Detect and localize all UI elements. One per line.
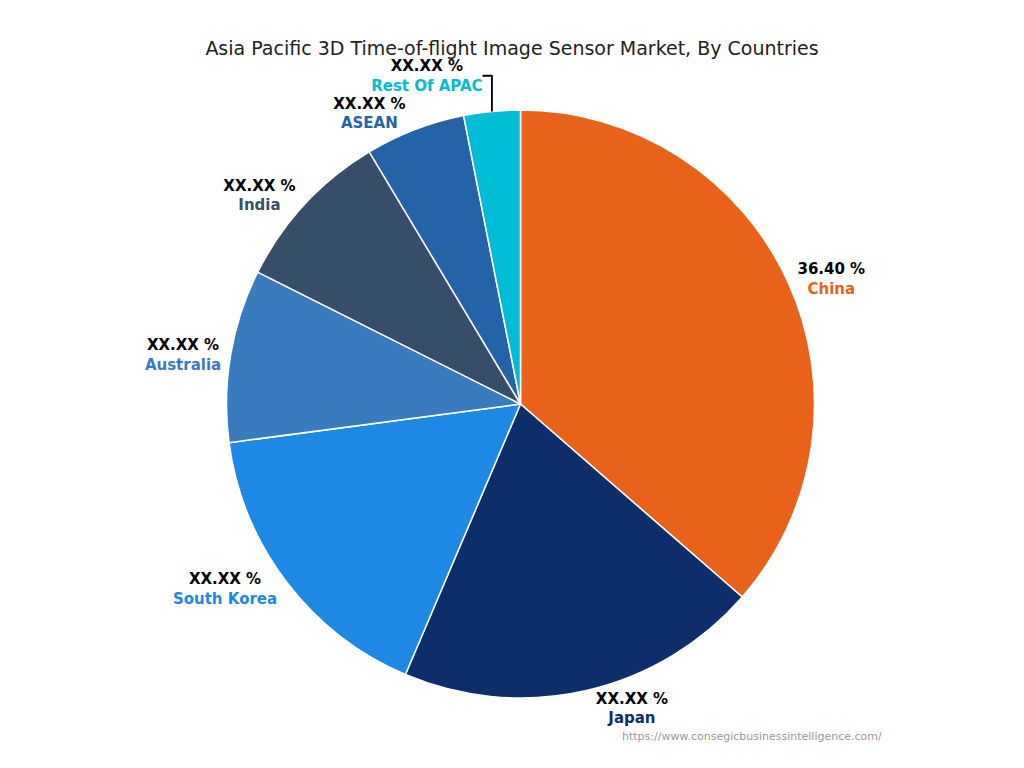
svg-text:XX.XX %South Korea: XX.XX %South Korea [173, 570, 277, 608]
svg-text:https://www.consegicbusinessin: https://www.consegicbusinessintelligence… [622, 730, 882, 743]
svg-text:XX.XX %Japan: XX.XX %Japan [596, 690, 668, 728]
svg-text:XX.XX %Rest Of APAC: XX.XX %Rest Of APAC [371, 57, 482, 95]
svg-text:36.40 %China: 36.40 %China [797, 260, 865, 298]
svg-text:Asia Pacific 3D Time-of-flight: Asia Pacific 3D Time-of-flight Image Sen… [205, 37, 818, 59]
svg-text:XX.XX %ASEAN: XX.XX %ASEAN [333, 95, 405, 133]
svg-text:XX.XX %India: XX.XX %India [223, 177, 295, 215]
svg-text:XX.XX %Australia: XX.XX %Australia [145, 336, 221, 374]
